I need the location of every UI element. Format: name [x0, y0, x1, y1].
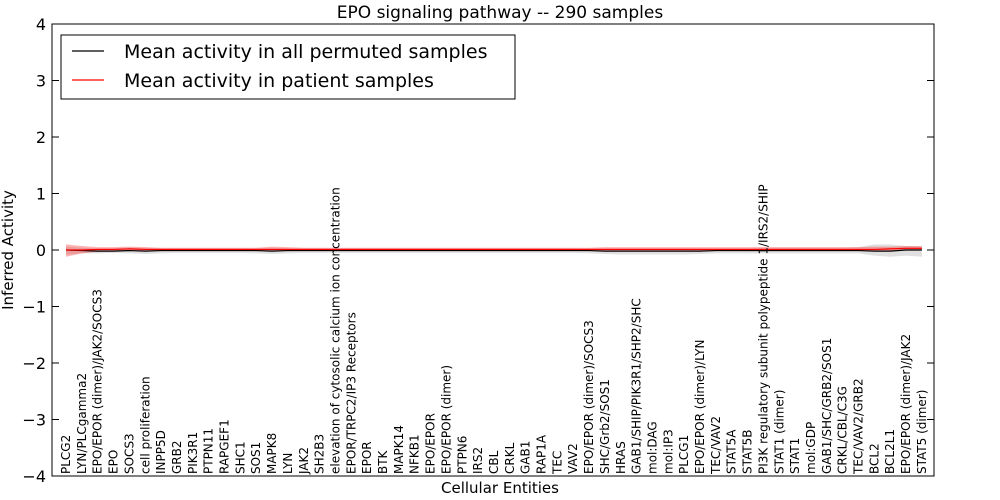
x-category-label: SHC/Grb2/SOS1: [598, 379, 612, 474]
x-category-label: INPP5D: [154, 430, 168, 474]
x-category-label: EPO/EPOR (dimer)/LYN: [693, 340, 707, 474]
x-category-label: RAP1A: [535, 434, 549, 474]
line-permuted: [65, 249, 922, 252]
y-axis-ticks: −4 −3 −2 −1 0 1 2 3 4: [22, 15, 934, 486]
x-category-label: SOS1: [249, 442, 263, 474]
y-tick-label: 0: [36, 241, 46, 260]
x-category-label: EPO/EPOR (dimer): [439, 365, 453, 474]
x-category-label: BTK: [376, 449, 390, 474]
x-category-label: TEC: [550, 451, 564, 475]
legend: Mean activity in all permuted samples Me…: [60, 34, 516, 100]
legend-box: [60, 34, 516, 100]
x-category-label: STAT5A: [725, 429, 739, 474]
x-category-label: EPOR: [360, 441, 374, 474]
x-category-label: NFKB1: [408, 434, 422, 474]
x-category-label: IRS2: [471, 447, 485, 474]
x-category-label: LYN/PLCgamma2: [75, 373, 89, 474]
x-category-label: CBL: [487, 450, 501, 474]
y-tick-label: 1: [36, 185, 46, 204]
y-tick-label: 4: [36, 15, 46, 34]
series-lines: [65, 247, 922, 252]
x-category-label: STAT5 (dimer): [915, 390, 929, 474]
y-tick-label: −2: [22, 354, 46, 373]
x-category-label: SHC1: [233, 441, 247, 474]
x-category-label: GAB1/SHC/GRB2/SOS1: [820, 338, 834, 474]
x-category-label: GAB1/SHIP/PIK3R1/SHP2/SHC: [630, 298, 644, 474]
x-category-label: PLCG1: [677, 435, 691, 474]
x-category-label: GAB1: [519, 441, 533, 474]
x-category-label: TEC/VAV2: [709, 416, 723, 475]
x-category-label: VAV2: [566, 443, 580, 474]
y-tick-label: 3: [36, 72, 46, 91]
x-category-label: MAPK8: [265, 433, 279, 474]
y-tick-label: 2: [36, 128, 46, 147]
x-category-label: CRKL/CBL/C3G: [836, 386, 850, 474]
legend-label-permuted: Mean activity in all permuted samples: [124, 41, 487, 63]
x-category-label: EPO/EPOR (dimer)/JAK2/SOCS3: [91, 289, 105, 474]
x-category-label: STAT1: [788, 438, 802, 474]
y-tick-label: −3: [22, 411, 46, 430]
y-tick-label: −4: [22, 467, 46, 486]
x-category-label: EPO/EPOR (dimer)/SOCS3: [582, 320, 596, 474]
x-category-label: SH2B3: [313, 434, 327, 474]
x-category-label: EPOR/TRPC2/IP3 Receptors: [344, 312, 358, 474]
x-category-label: EPO/EPOR (dimer)/JAK2: [899, 334, 913, 474]
x-axis-category-labels: PLCG2 LYN/PLCgamma2 EPO/EPOR (dimer)/JAK2/…: [59, 184, 929, 475]
legend-label-patient: Mean activity in patient samples: [124, 70, 434, 92]
x-category-label: mol:GDP: [804, 422, 818, 474]
x-category-label: RAPGEF1: [218, 419, 232, 474]
x-category-label: mol:IP3: [661, 429, 675, 474]
x-category-label: PI3K regulatory subunit polypeptide 1/IR…: [756, 184, 770, 474]
x-category-label: PLCG2: [59, 435, 73, 474]
x-category-label: CRKL: [503, 442, 517, 474]
y-axis-title: Inferred Activity: [0, 190, 17, 310]
x-category-label: LYN: [281, 453, 295, 474]
x-category-label: cell proliferation: [138, 376, 152, 474]
x-category-label: elevation of cytosolic calcium ion conce…: [328, 187, 342, 474]
x-category-label: TEC/VAV2/GRB2: [852, 378, 866, 475]
x-category-label: BCL2L1: [883, 429, 897, 474]
x-category-label: MAPK14: [392, 425, 406, 474]
x-category-label: STAT1 (dimer): [772, 390, 786, 474]
x-category-label: BCL2: [867, 443, 881, 474]
x-category-label: JAK2: [297, 447, 311, 475]
x-category-label: SOCS3: [122, 433, 136, 474]
x-category-label: PTPN11: [202, 428, 216, 474]
plot-frame: [51, 23, 935, 477]
x-category-label: PIK3R1: [186, 432, 200, 474]
x-category-label: EPO/EPOR: [424, 413, 438, 474]
x-category-label: PTPN6: [455, 436, 469, 474]
x-category-label: STAT5B: [741, 430, 755, 475]
x-category-label: HRAS: [614, 441, 628, 474]
x-category-label: mol:DAG: [645, 421, 659, 474]
x-axis-title: Cellular Entities: [441, 479, 559, 497]
x-category-label: GRB2: [170, 440, 184, 474]
line-patient: [66, 247, 922, 251]
x-category-label: EPO: [107, 450, 121, 474]
y-tick-label: −1: [22, 298, 46, 317]
chart-title: EPO signaling pathway -- 290 samples: [337, 3, 664, 23]
